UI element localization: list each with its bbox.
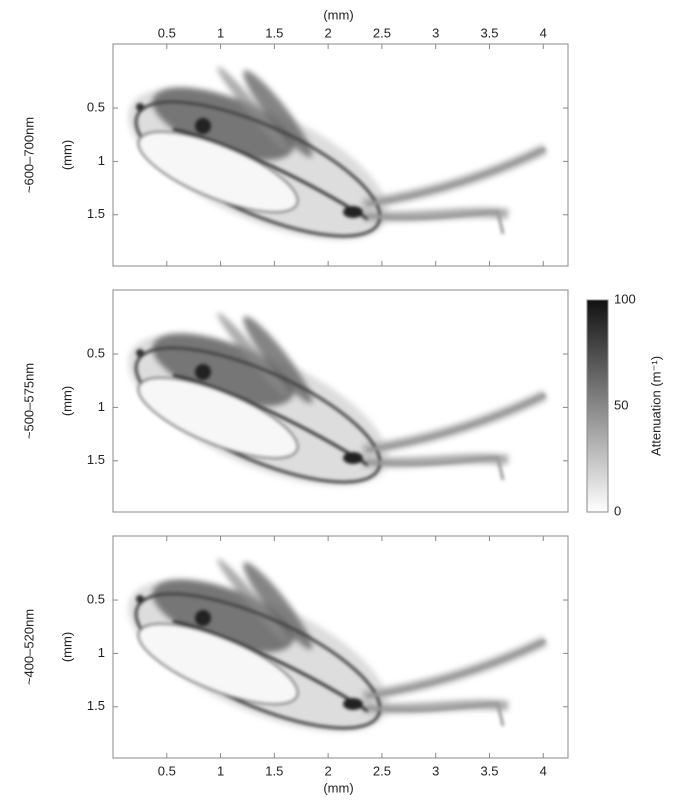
axes-frame xyxy=(112,535,569,759)
panel-image xyxy=(128,312,548,486)
x-tick-label: 0.5 xyxy=(158,25,176,40)
dark-spot xyxy=(195,118,211,134)
y-tick-label: 0.5 xyxy=(87,591,105,606)
x-tick-label: 3.5 xyxy=(480,25,498,40)
fin xyxy=(243,70,313,158)
x-tick-label: 3 xyxy=(432,25,439,40)
y-axis-label: (mm) xyxy=(59,632,74,662)
x-tick-label: 1 xyxy=(217,25,224,40)
panel: 0.5 1 1.5 0.5 1 1.5 2 2.5 3 3.5 4 (mm) (mm) ~600–700n… xyxy=(21,7,569,267)
tail xyxy=(367,393,546,481)
colorbar-label: Attenuation (m⁻¹) xyxy=(648,356,663,456)
eye-spot xyxy=(136,103,144,111)
x-tick-label: 1.5 xyxy=(265,25,283,40)
specimen-detail xyxy=(134,346,546,484)
x-tick-label: 3.5 xyxy=(480,763,498,778)
y-tick-label: 1 xyxy=(98,399,105,414)
tail-haze xyxy=(362,390,548,468)
row-label: ~400–520nm xyxy=(21,609,36,685)
dark-spot xyxy=(343,206,363,218)
fin xyxy=(243,562,313,650)
y-tick-label: 1.5 xyxy=(87,698,105,713)
specimen-detail xyxy=(134,100,546,238)
specimen-image xyxy=(128,312,548,486)
y-tick-label: 1 xyxy=(98,153,105,168)
colorbar-tick-label: 100 xyxy=(614,291,636,306)
tail-haze xyxy=(362,636,548,714)
fin2 xyxy=(217,558,289,644)
axes-frame xyxy=(112,43,569,267)
colorbar-tick-label: 50 xyxy=(614,397,628,412)
specimen-image xyxy=(128,558,548,732)
y-tick-label: 0.5 xyxy=(87,345,105,360)
axes-frame xyxy=(112,289,569,513)
x-tick-label: 2.5 xyxy=(373,763,391,778)
eye-spot xyxy=(136,349,144,357)
x-axis-label: (mm) xyxy=(323,7,353,22)
dark-spot xyxy=(343,698,363,710)
x-tick-label: 2 xyxy=(325,25,332,40)
body-outline xyxy=(134,592,382,730)
y-tick-label: 1 xyxy=(98,645,105,660)
panel: 0.5 1 1.5 0.5 1 1.5 2 2.5 3 3.5 4 (mm) (mm) ~400–520n… xyxy=(21,535,569,795)
panel-image xyxy=(128,558,548,732)
body-outline xyxy=(134,100,382,238)
upper-dark xyxy=(151,87,295,161)
dark-spot xyxy=(343,452,363,464)
x-tick-label: 3 xyxy=(432,763,439,778)
tail-haze xyxy=(362,144,548,222)
x-tick-label: 1 xyxy=(217,763,224,778)
x-tick-label: 2.5 xyxy=(373,25,391,40)
fin2 xyxy=(217,312,289,398)
upper-dark xyxy=(151,333,295,407)
dark-spot xyxy=(195,610,211,626)
panel-image xyxy=(128,66,548,240)
x-axis-label: (mm) xyxy=(323,780,353,795)
x-tick-label: 2 xyxy=(325,763,332,778)
y-tick-label: 0.5 xyxy=(87,99,105,114)
colorbar-tick-label: 0 xyxy=(614,503,621,518)
y-tick-label: 1.5 xyxy=(87,206,105,221)
upper-dark xyxy=(151,579,295,653)
fin2 xyxy=(217,66,289,152)
eye-spot xyxy=(136,595,144,603)
dark-spot xyxy=(195,364,211,380)
y-axis-label: (mm) xyxy=(59,386,74,416)
x-tick-label: 4 xyxy=(540,25,547,40)
row-label: ~600–700nm xyxy=(21,117,36,193)
panel: 0.5 1 1.5 (mm) ~500–575nm xyxy=(21,289,569,513)
row-label: ~500–575nm xyxy=(21,363,36,439)
tail xyxy=(367,147,546,235)
x-tick-label: 4 xyxy=(540,763,547,778)
body-outline xyxy=(134,346,382,484)
tail xyxy=(367,639,546,727)
x-tick-label: 1.5 xyxy=(265,763,283,778)
specimen-image xyxy=(128,66,548,240)
y-axis-label: (mm) xyxy=(59,140,74,170)
y-tick-label: 1.5 xyxy=(87,452,105,467)
fin xyxy=(243,316,313,404)
specimen-detail xyxy=(134,592,546,730)
gut-line xyxy=(172,127,369,221)
gut-line xyxy=(172,373,369,467)
gut-line xyxy=(172,619,369,713)
x-tick-label: 0.5 xyxy=(158,763,176,778)
